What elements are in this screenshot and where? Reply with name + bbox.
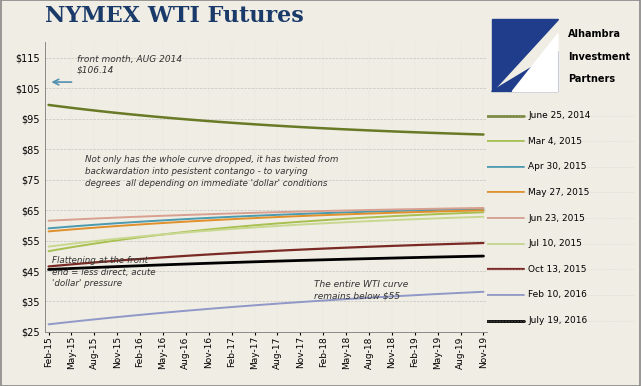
Polygon shape bbox=[492, 51, 558, 91]
Text: July 19, 2016: July 19, 2016 bbox=[528, 316, 588, 325]
Text: Jul 10, 2015: Jul 10, 2015 bbox=[528, 239, 582, 248]
Text: Oct 13, 2015: Oct 13, 2015 bbox=[528, 265, 587, 274]
Text: Jun 23, 2015: Jun 23, 2015 bbox=[528, 213, 585, 223]
Text: Partners: Partners bbox=[569, 74, 615, 84]
Text: May 27, 2015: May 27, 2015 bbox=[528, 188, 590, 197]
Polygon shape bbox=[512, 34, 558, 91]
Text: Feb 10, 2016: Feb 10, 2016 bbox=[528, 290, 587, 300]
Polygon shape bbox=[492, 19, 558, 91]
Text: Apr 30, 2015: Apr 30, 2015 bbox=[528, 163, 587, 171]
Text: front month, AUG 2014
$106.14: front month, AUG 2014 $106.14 bbox=[76, 55, 181, 74]
Text: Not only has the whole curve dropped, it has twisted from
backwardation into pes: Not only has the whole curve dropped, it… bbox=[85, 155, 339, 188]
Text: Investment: Investment bbox=[569, 51, 630, 61]
Text: June 25, 2014: June 25, 2014 bbox=[528, 111, 591, 120]
Text: Mar 4, 2015: Mar 4, 2015 bbox=[528, 137, 583, 146]
Text: NYMEX WTI Futures: NYMEX WTI Futures bbox=[45, 5, 304, 27]
Text: Alhambra: Alhambra bbox=[569, 29, 621, 39]
Text: Flattening at the front
end = less direct, acute
'dollar' pressure: Flattening at the front end = less direc… bbox=[53, 256, 156, 288]
Text: The entire WTI curve
remains below $55: The entire WTI curve remains below $55 bbox=[314, 280, 408, 301]
